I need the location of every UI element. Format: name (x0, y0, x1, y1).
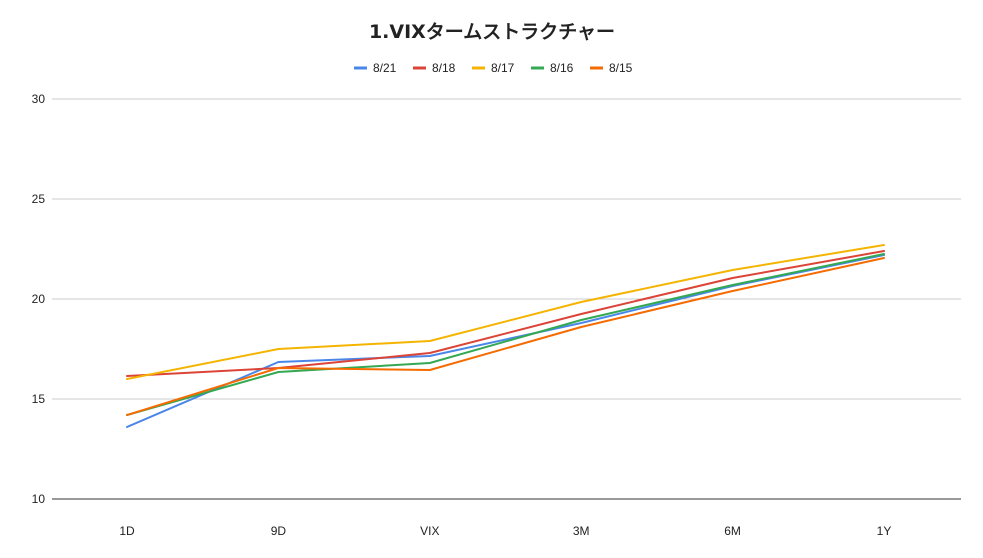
x-tick-label: VIX (420, 524, 439, 538)
x-tick-label: 6M (724, 524, 741, 538)
y-tick-label: 30 (32, 92, 46, 106)
legend-label: 8/21 (373, 61, 397, 75)
legend-label: 8/18 (432, 61, 456, 75)
y-tick-label: 10 (32, 492, 46, 506)
legend-label: 8/17 (491, 61, 515, 75)
x-axis-ticks: 1D 9D VIX 3M 6M 1Y (119, 524, 891, 538)
chart-title: 1.VIXタームストラクチャー (369, 21, 615, 43)
x-tick-label: 3M (573, 524, 590, 538)
y-tick-label: 20 (32, 292, 46, 306)
series-line-8-17 (126, 244, 885, 380)
series-line-8-18 (126, 250, 885, 377)
y-axis-ticks: 10 15 20 25 30 (32, 92, 46, 506)
x-tick-label: 9D (271, 524, 287, 538)
legend: 8/21 8/18 8/17 8/16 8/15 (354, 61, 633, 75)
legend-label: 8/16 (550, 61, 574, 75)
series-line-8-16 (126, 253, 885, 416)
y-tick-label: 15 (32, 392, 46, 406)
series-line-8-15 (126, 257, 885, 416)
gridlines (52, 98, 961, 500)
x-tick-label: 1Y (877, 524, 892, 538)
x-tick-label: 1D (119, 524, 135, 538)
y-tick-label: 25 (32, 192, 46, 206)
legend-label: 8/15 (609, 61, 633, 75)
series-lines (126, 244, 885, 428)
